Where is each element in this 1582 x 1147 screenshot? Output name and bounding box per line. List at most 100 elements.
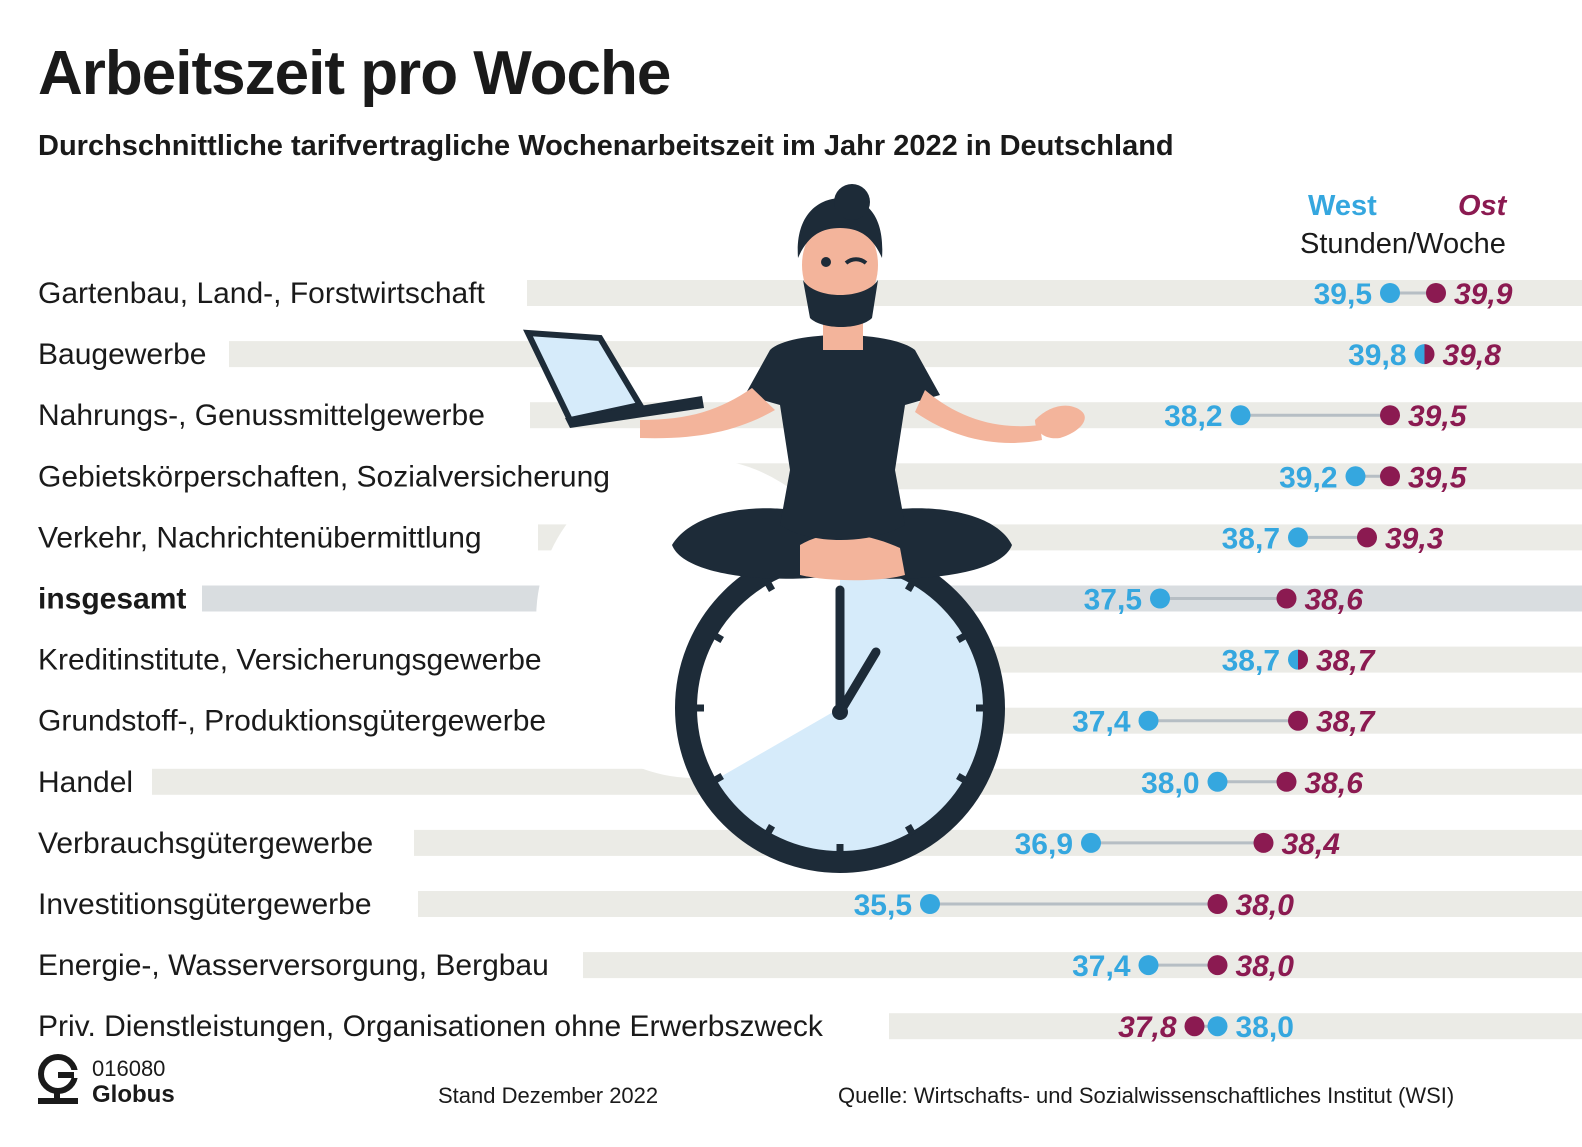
ost-value-label: 38,6 (1305, 584, 1364, 617)
west-dot (1138, 955, 1159, 976)
west-value-label: 37,4 (1072, 950, 1131, 983)
west-value-label: 38,7 (1222, 645, 1280, 678)
chart-subtitle: Durchschnittliche tarifvertragliche Woch… (38, 130, 1174, 162)
clock-center (832, 704, 848, 720)
west-dot (1207, 1016, 1228, 1037)
beard (803, 280, 878, 327)
clock-tick (711, 631, 724, 644)
laptop-screen (523, 329, 645, 424)
west-value-label: 36,9 (1015, 828, 1073, 861)
date-note: Stand Dezember 2022 (438, 1083, 659, 1108)
category-label: Energie-, Wasserversorgung, Bergbau (38, 949, 549, 982)
west-value-label: 39,5 (1314, 278, 1372, 311)
category-label: Baugewerbe (38, 338, 206, 371)
ost-dot (1184, 1016, 1205, 1037)
ost-value-label: 38,0 (1236, 889, 1295, 922)
hair-bun (834, 184, 870, 220)
ost-value-label: 38,7 (1316, 706, 1376, 739)
series-layer: Gartenbau, Land-, Forstwirtschaft 39,5 39,… (38, 277, 1513, 1044)
ost-value-label: 39,3 (1385, 522, 1444, 555)
row-band (889, 1013, 1582, 1040)
category-label: Gartenbau, Land-, Forstwirtschaft (38, 277, 486, 310)
west-dot (1288, 649, 1298, 670)
ost-value-label: 38,6 (1305, 767, 1364, 800)
yoga-clock-illustration (523, 184, 1085, 873)
chart-title: Arbeitszeit pro Woche (38, 39, 671, 108)
west-value-label: 39,8 (1348, 339, 1406, 372)
west-dot (1230, 405, 1251, 426)
west-dot (1081, 832, 1101, 853)
clock-tick (763, 824, 776, 837)
brand-name: Globus (92, 1081, 175, 1108)
ost-dot (1276, 588, 1297, 609)
ost-value-label: 39,9 (1454, 278, 1513, 311)
eye (821, 257, 831, 267)
west-dot (920, 894, 940, 914)
clock-ticks (694, 562, 986, 854)
globus-logo-icon (38, 1054, 78, 1104)
left-arm (640, 388, 775, 439)
ost-dot (1207, 955, 1228, 976)
west-value-label: 37,4 (1072, 706, 1131, 739)
ost-dot (1276, 771, 1297, 792)
ost-value-label: 38,0 (1236, 950, 1295, 983)
ost-dot (1357, 527, 1377, 548)
category-label: Kreditinstitute, Versicherungsgewerbe (38, 644, 542, 677)
row-band (414, 829, 1582, 856)
clock-tick (956, 631, 969, 644)
west-value-label: 38,2 (1164, 400, 1222, 433)
category-label: Verkehr, Nachrichtenübermittlung (38, 521, 482, 554)
legend-west: West (1308, 190, 1377, 222)
feet (800, 534, 905, 581)
west-value-label: 38,0 (1141, 767, 1199, 800)
ost-dot (1426, 283, 1446, 303)
source-note: Quelle: Wirtschafts- und Sozialwissensch… (838, 1083, 1455, 1108)
row-band (583, 952, 1582, 979)
category-label: Investitionsgütergewerbe (38, 888, 372, 921)
category-label: Verbrauchsgütergewerbe (38, 827, 373, 860)
west-dot (1380, 283, 1400, 303)
category-label: Nahrungs-, Genussmittelgewerbe (38, 399, 485, 432)
ost-value-label: 39,5 (1408, 461, 1468, 494)
clock-tick (763, 579, 776, 592)
torso (745, 335, 940, 540)
category-label: insgesamt (38, 583, 186, 616)
clock-hand-short (835, 647, 881, 717)
clock-tick (904, 579, 917, 592)
legend-unit: Stunden/Woche (1300, 228, 1506, 260)
west-value-label: 38,0 (1236, 1011, 1294, 1044)
category-label: Handel (38, 766, 133, 799)
right-arm (915, 390, 1042, 443)
clock-tick (711, 772, 724, 785)
west-dot (1150, 588, 1170, 609)
west-value-label: 37,5 (1084, 584, 1142, 617)
ost-value-label: 37,8 (1118, 1011, 1177, 1044)
ost-dot (1424, 344, 1435, 365)
legend-ost: Ost (1458, 190, 1507, 222)
mudra-hand (1035, 405, 1085, 439)
west-value-label: 38,7 (1222, 522, 1280, 555)
clock-tick (956, 772, 969, 785)
west-dot (1207, 771, 1228, 792)
face (802, 217, 878, 313)
west-dot (1288, 527, 1308, 548)
west-dot (1414, 344, 1425, 365)
west-dot (1345, 466, 1366, 487)
wink (844, 257, 868, 265)
category-label: Grundstoff-, Produktionsgütergewerbe (38, 705, 546, 738)
west-dot (1138, 710, 1159, 731)
clock-tick (904, 824, 917, 837)
category-label: Priv. Dienstleistungen, Organisationen o… (38, 1010, 824, 1043)
ost-dot (1298, 649, 1308, 670)
ost-dot (1253, 832, 1274, 853)
graphic-number: 016080 (92, 1056, 166, 1081)
laptop-base (565, 396, 704, 428)
ost-dot (1380, 466, 1400, 487)
ost-dot (1380, 405, 1400, 426)
ost-value-label: 38,7 (1316, 645, 1376, 678)
ost-dot (1288, 710, 1308, 731)
ost-value-label: 39,5 (1408, 400, 1468, 433)
west-value-label: 39,2 (1279, 461, 1337, 494)
ost-value-label: 38,4 (1282, 828, 1341, 861)
